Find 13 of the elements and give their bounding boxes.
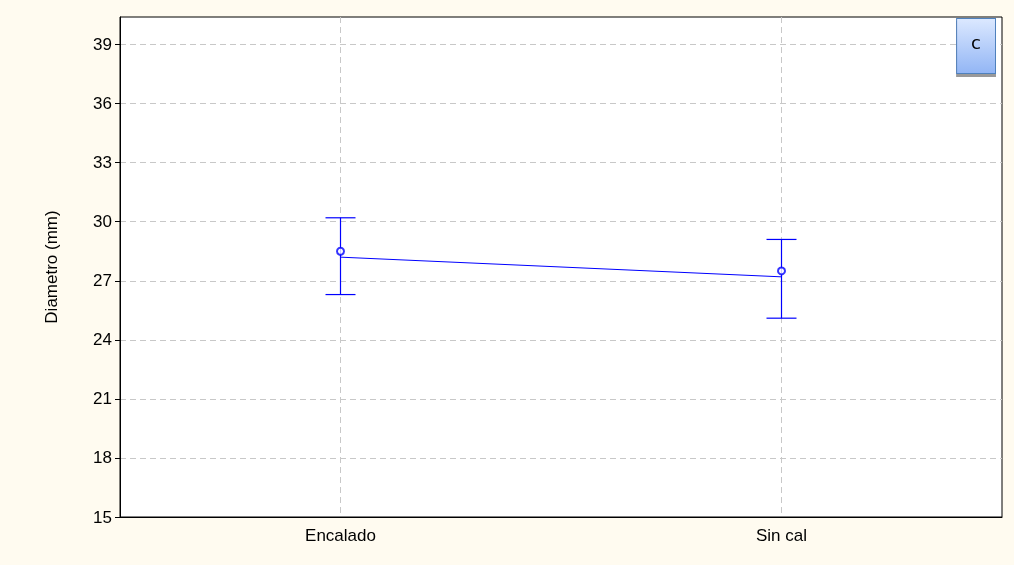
annotation: c [971, 31, 982, 53]
y-tick-label: 24 [93, 330, 112, 350]
x-tick-label: Sin cal [755, 526, 808, 545]
y-tick-label: 36 [93, 94, 112, 114]
y-tick-label: 39 [93, 35, 112, 55]
y-tick-label: 30 [93, 212, 112, 232]
y-tick-label: 18 [93, 448, 112, 468]
y-tick-label: 15 [93, 507, 112, 527]
x-tick-label: Encalado [305, 526, 376, 545]
y-tick-label: 33 [93, 153, 112, 173]
y-tick-label: 21 [93, 389, 112, 409]
y-axis-title: Diametro (mm) [42, 210, 61, 324]
y-tick-label: 27 [93, 271, 112, 291]
